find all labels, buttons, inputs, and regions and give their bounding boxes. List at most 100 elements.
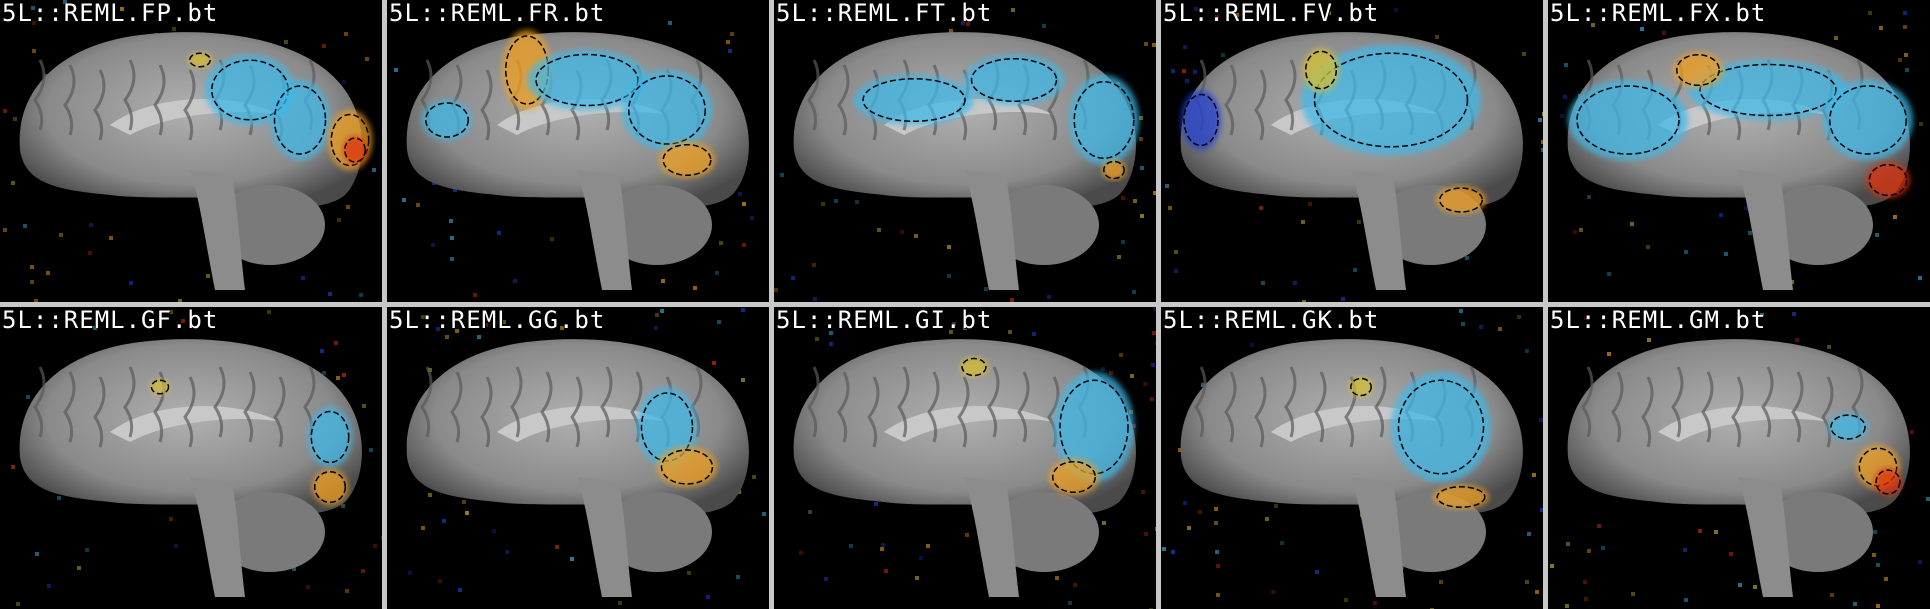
noise-voxel (1853, 602, 1857, 606)
gyrus-line (1791, 371, 1804, 443)
noise-voxel (373, 544, 377, 548)
noise-voxel (1893, 215, 1897, 219)
noise-voxel (560, 326, 564, 330)
noise-voxel (949, 29, 953, 33)
brainstem-shape (1351, 477, 1406, 597)
gyrus-line (123, 366, 136, 438)
noise-voxel (34, 299, 38, 302)
noise-voxel (881, 543, 885, 547)
noise-voxel (421, 526, 425, 530)
cluster-outline (628, 75, 706, 145)
gyrus-line (1224, 371, 1237, 443)
activation-cluster (308, 407, 352, 467)
noise-voxel (1230, 316, 1234, 320)
noise-voxel (1601, 546, 1605, 550)
cluster-outline (1073, 81, 1135, 159)
noise-voxel (85, 548, 89, 552)
noise-voxel (109, 236, 113, 240)
cluster-outline (313, 470, 347, 504)
noise-voxel (736, 575, 740, 579)
noise-voxel (473, 293, 477, 297)
noise-voxel (1168, 206, 1172, 210)
noise-voxel (1591, 23, 1595, 27)
noise-voxel (1153, 191, 1156, 195)
noise-voxel (1683, 548, 1687, 552)
noise-voxel (1193, 70, 1197, 74)
noise-voxel (402, 198, 406, 202)
noise-voxel (1008, 330, 1012, 334)
gyrus-line (927, 371, 940, 443)
gyrus-line (63, 371, 76, 443)
cerebellum-shape (602, 492, 712, 572)
noise-voxel (1465, 256, 1469, 260)
panel-1: 5L::REML.FR.bt (387, 0, 769, 302)
gyrus-line (957, 376, 970, 448)
noise-voxel (1151, 363, 1155, 367)
noise-voxel (436, 327, 440, 331)
brain-slice-image (11, 310, 382, 606)
noise-voxel (1827, 345, 1831, 349)
noise-voxel (1729, 552, 1733, 556)
activation-cluster (1874, 468, 1902, 496)
gyrus-line (540, 371, 553, 443)
noise-voxel (1834, 36, 1838, 40)
noise-voxel (1327, 11, 1331, 15)
noise-voxel (1597, 524, 1601, 528)
noise-voxel (336, 376, 340, 380)
noise-voxel (149, 10, 153, 14)
noise-voxel (1539, 418, 1543, 422)
gyrus-line (1581, 366, 1594, 438)
noise-voxel (1541, 148, 1543, 152)
gyrus-line (1224, 64, 1237, 136)
noise-voxel (949, 330, 953, 334)
noise-voxel (1918, 276, 1922, 280)
gyrus-line (243, 371, 256, 443)
noise-voxel (1194, 7, 1198, 11)
noise-voxel (129, 281, 133, 285)
noise-voxel (334, 341, 338, 345)
gyrus-line (183, 376, 196, 448)
activation-cluster (422, 100, 472, 140)
brain-slice-image (1162, 309, 1543, 609)
noise-voxel (1141, 490, 1145, 494)
noise-voxel (1216, 564, 1220, 568)
activation-cluster (1181, 90, 1221, 150)
cluster-outline (330, 113, 370, 167)
cluster-outline (1830, 414, 1866, 440)
noise-voxel (1926, 497, 1930, 501)
noise-voxel (169, 517, 173, 521)
panel-label: 5L::REML.GM.bt (1550, 307, 1767, 334)
noise-voxel (322, 44, 326, 48)
gyrus-line (1641, 376, 1654, 448)
cerebellum-shape (989, 185, 1099, 265)
cluster-outline (1439, 187, 1483, 213)
noise-voxel (1564, 63, 1568, 67)
noise-voxel (1140, 166, 1144, 170)
noise-voxel (445, 335, 449, 339)
noise-voxel (181, 319, 185, 323)
noise-voxel (1121, 196, 1125, 200)
noise-voxel (328, 292, 332, 296)
noise-voxel (1540, 508, 1543, 512)
noise-voxel (89, 223, 93, 227)
noise-voxel (1550, 564, 1554, 568)
noise-voxel (1265, 517, 1269, 521)
noise-voxel (947, 274, 951, 278)
noise-voxel (1459, 309, 1463, 313)
noise-voxel (172, 27, 176, 31)
noise-voxel (1259, 206, 1263, 210)
gyrus-line (867, 376, 880, 448)
cluster-outline (344, 137, 366, 163)
gyrus-line (1821, 376, 1834, 448)
noise-voxel (1753, 585, 1757, 589)
noise-voxel (1792, 312, 1796, 316)
noise-voxel (1919, 122, 1923, 126)
noise-voxel (284, 40, 288, 44)
noise-voxel (1117, 255, 1121, 259)
noise-voxel (1183, 501, 1187, 505)
noise-voxel (1144, 42, 1148, 46)
noise-voxel (1185, 79, 1189, 83)
noise-voxel (1178, 448, 1182, 452)
noise-voxel (1560, 114, 1564, 118)
gyrus-line (1017, 371, 1030, 443)
